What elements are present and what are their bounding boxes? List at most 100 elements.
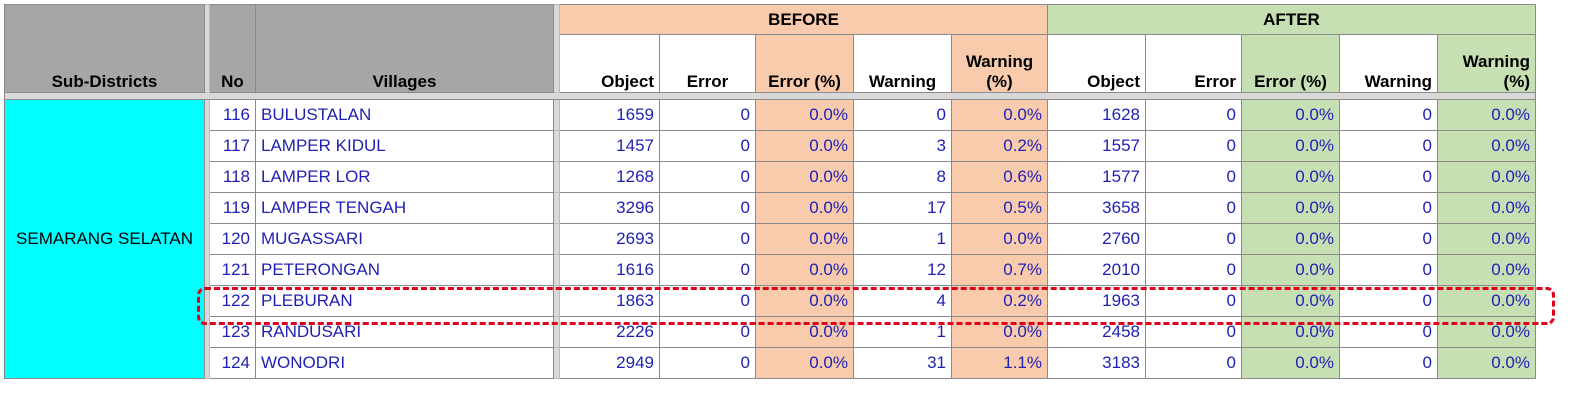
row-after-error-pct[interactable]: 0.0% bbox=[1241, 192, 1340, 224]
row-after-error[interactable]: 0 bbox=[1145, 347, 1242, 379]
row-before-error[interactable]: 0 bbox=[659, 99, 756, 131]
row-village[interactable]: MUGASSARI bbox=[255, 223, 554, 255]
row-after-warning[interactable]: 0 bbox=[1339, 99, 1438, 131]
row-before-error-pct[interactable]: 0.0% bbox=[755, 130, 854, 162]
header-sub-districts[interactable]: Sub-Districts bbox=[4, 4, 205, 93]
header-after-warning-pct[interactable]: Warning (%) bbox=[1437, 34, 1536, 93]
row-after-warning-pct[interactable]: 0.0% bbox=[1437, 130, 1536, 162]
row-after-object[interactable]: 1577 bbox=[1047, 161, 1146, 193]
row-before-error-pct[interactable]: 0.0% bbox=[755, 99, 854, 131]
row-after-error[interactable]: 0 bbox=[1145, 130, 1242, 162]
row-before-warning-pct[interactable]: 1.1% bbox=[951, 347, 1048, 379]
row-before-error-pct[interactable]: 0.0% bbox=[755, 161, 854, 193]
table-row[interactable]: 121 PETERONGAN 1616 0 0.0% 12 0.7% 2010 0 0.0% 0 0.… bbox=[5, 254, 1536, 286]
row-village[interactable]: PETERONGAN bbox=[255, 254, 554, 286]
row-before-error-pct[interactable]: 0.0% bbox=[755, 285, 854, 317]
table-row[interactable]: SEMARANG SELATAN 116 BULUSTALAN 1659 0 0.0% 0 0… bbox=[4, 99, 1536, 379]
header-after-error[interactable]: Error bbox=[1145, 34, 1242, 93]
row-after-object[interactable]: 1963 bbox=[1047, 285, 1146, 317]
row-after-object[interactable]: 3183 bbox=[1047, 347, 1146, 379]
row-after-object[interactable]: 2760 bbox=[1047, 223, 1146, 255]
row-after-error-pct[interactable]: 0.0% bbox=[1241, 99, 1340, 131]
row-no[interactable]: 118 bbox=[209, 161, 256, 193]
row-after-error[interactable]: 0 bbox=[1145, 316, 1242, 348]
row-after-warning[interactable]: 0 bbox=[1339, 161, 1438, 193]
row-before-error[interactable]: 0 bbox=[659, 285, 756, 317]
row-after-error[interactable]: 0 bbox=[1145, 285, 1242, 317]
row-after-error-pct[interactable]: 0.0% bbox=[1241, 347, 1340, 379]
row-after-warning[interactable]: 0 bbox=[1339, 285, 1438, 317]
row-village[interactable]: LAMPER TENGAH bbox=[255, 192, 554, 224]
row-before-error-pct[interactable]: 0.0% bbox=[755, 223, 854, 255]
row-before-warning[interactable]: 12 bbox=[853, 254, 952, 286]
table-row[interactable]: 123 RANDUSARI 2226 0 0.0% 1 0.0% 2458 0 0.0% 0 0.0% bbox=[5, 316, 1536, 348]
row-before-error[interactable]: 0 bbox=[659, 254, 756, 286]
row-before-warning-pct[interactable]: 0.2% bbox=[951, 130, 1048, 162]
header-after-warning[interactable]: Warning bbox=[1339, 34, 1438, 93]
row-no[interactable]: 116 bbox=[209, 99, 256, 131]
row-before-warning-pct[interactable]: 0.0% bbox=[951, 316, 1048, 348]
row-no[interactable]: 120 bbox=[209, 223, 256, 255]
row-after-warning-pct[interactable]: 0.0% bbox=[1437, 192, 1536, 224]
row-village[interactable]: LAMPER KIDUL bbox=[255, 130, 554, 162]
row-before-error[interactable]: 0 bbox=[659, 347, 756, 379]
table-row[interactable]: 120 MUGASSARI 2693 0 0.0% 1 0.0% 2760 0 0.0% 0 0.0% bbox=[5, 223, 1536, 255]
row-before-error-pct[interactable]: 0.0% bbox=[755, 316, 854, 348]
header-after[interactable]: AFTER bbox=[1047, 4, 1536, 35]
header-after-object[interactable]: Object bbox=[1047, 34, 1146, 93]
row-after-object[interactable]: 3658 bbox=[1047, 192, 1146, 224]
row-before-warning-pct[interactable]: 0.0% bbox=[951, 223, 1048, 255]
row-after-error-pct[interactable]: 0.0% bbox=[1241, 130, 1340, 162]
row-no[interactable]: 123 bbox=[209, 316, 256, 348]
row-before-warning[interactable]: 31 bbox=[853, 347, 952, 379]
header-before-object[interactable]: Object bbox=[559, 34, 660, 93]
row-before-warning-pct[interactable]: 0.6% bbox=[951, 161, 1048, 193]
row-after-warning-pct[interactable]: 0.0% bbox=[1437, 223, 1536, 255]
row-after-warning-pct[interactable]: 0.0% bbox=[1437, 316, 1536, 348]
row-before-error-pct[interactable]: 0.0% bbox=[755, 347, 854, 379]
row-no[interactable]: 119 bbox=[209, 192, 256, 224]
row-before-error-pct[interactable]: 0.0% bbox=[755, 192, 854, 224]
row-no[interactable]: 124 bbox=[209, 347, 256, 379]
row-after-error-pct[interactable]: 0.0% bbox=[1241, 161, 1340, 193]
header-no[interactable]: No bbox=[209, 4, 256, 93]
row-before-object[interactable]: 2226 bbox=[559, 316, 660, 348]
table-row[interactable]: 118 LAMPER LOR 1268 0 0.0% 8 0.6% 1577 0 0.0% 0 0.0… bbox=[5, 161, 1536, 193]
row-before-error[interactable]: 0 bbox=[659, 316, 756, 348]
row-after-warning[interactable]: 0 bbox=[1339, 192, 1438, 224]
table-row[interactable]: 117 LAMPER KIDUL 1457 0 0.0% 3 0.2% 1557 0 0.0% 0 0… bbox=[5, 130, 1536, 162]
row-no[interactable]: 117 bbox=[209, 130, 256, 162]
row-before-warning-pct[interactable]: 0.2% bbox=[951, 285, 1048, 317]
row-before-object[interactable]: 1659 bbox=[559, 99, 660, 131]
row-before-warning[interactable]: 3 bbox=[853, 130, 952, 162]
row-before-warning[interactable]: 4 bbox=[853, 285, 952, 317]
table-row[interactable]: 119 LAMPER TENGAH 3296 0 0.0% 17 0.5% 3658 0 0.0%… bbox=[5, 192, 1536, 224]
row-after-warning[interactable]: 0 bbox=[1339, 347, 1438, 379]
row-before-object[interactable]: 2949 bbox=[559, 347, 660, 379]
row-after-warning-pct[interactable]: 0.0% bbox=[1437, 347, 1536, 379]
row-before-error[interactable]: 0 bbox=[659, 130, 756, 162]
table-row[interactable]: 122 PLEBURAN 1863 0 0.0% 4 0.2% 1963 0 0.0% 0 0.0% bbox=[5, 285, 1536, 317]
row-no[interactable]: 121 bbox=[209, 254, 256, 286]
row-before-object[interactable]: 1268 bbox=[559, 161, 660, 193]
row-after-error[interactable]: 0 bbox=[1145, 223, 1242, 255]
row-after-object[interactable]: 1628 bbox=[1047, 99, 1146, 131]
row-before-object[interactable]: 1863 bbox=[559, 285, 660, 317]
row-after-warning-pct[interactable]: 0.0% bbox=[1437, 161, 1536, 193]
row-before-object[interactable]: 2693 bbox=[559, 223, 660, 255]
row-after-warning-pct[interactable]: 0.0% bbox=[1437, 254, 1536, 286]
row-before-warning-pct[interactable]: 0.5% bbox=[951, 192, 1048, 224]
row-after-warning-pct[interactable]: 0.0% bbox=[1437, 285, 1536, 317]
row-after-warning[interactable]: 0 bbox=[1339, 223, 1438, 255]
row-after-error-pct[interactable]: 0.0% bbox=[1241, 254, 1340, 286]
row-after-error-pct[interactable]: 0.0% bbox=[1241, 223, 1340, 255]
row-after-object[interactable]: 2010 bbox=[1047, 254, 1146, 286]
row-before-warning[interactable]: 0 bbox=[853, 99, 952, 131]
row-after-error-pct[interactable]: 0.0% bbox=[1241, 316, 1340, 348]
row-before-warning[interactable]: 1 bbox=[853, 316, 952, 348]
header-before-error-pct[interactable]: Error (%) bbox=[755, 34, 854, 93]
header-before-warning-pct[interactable]: Warning (%) bbox=[951, 34, 1048, 93]
row-village[interactable]: RANDUSARI bbox=[255, 316, 554, 348]
row-no[interactable]: 122 bbox=[209, 285, 256, 317]
row-after-warning[interactable]: 0 bbox=[1339, 130, 1438, 162]
